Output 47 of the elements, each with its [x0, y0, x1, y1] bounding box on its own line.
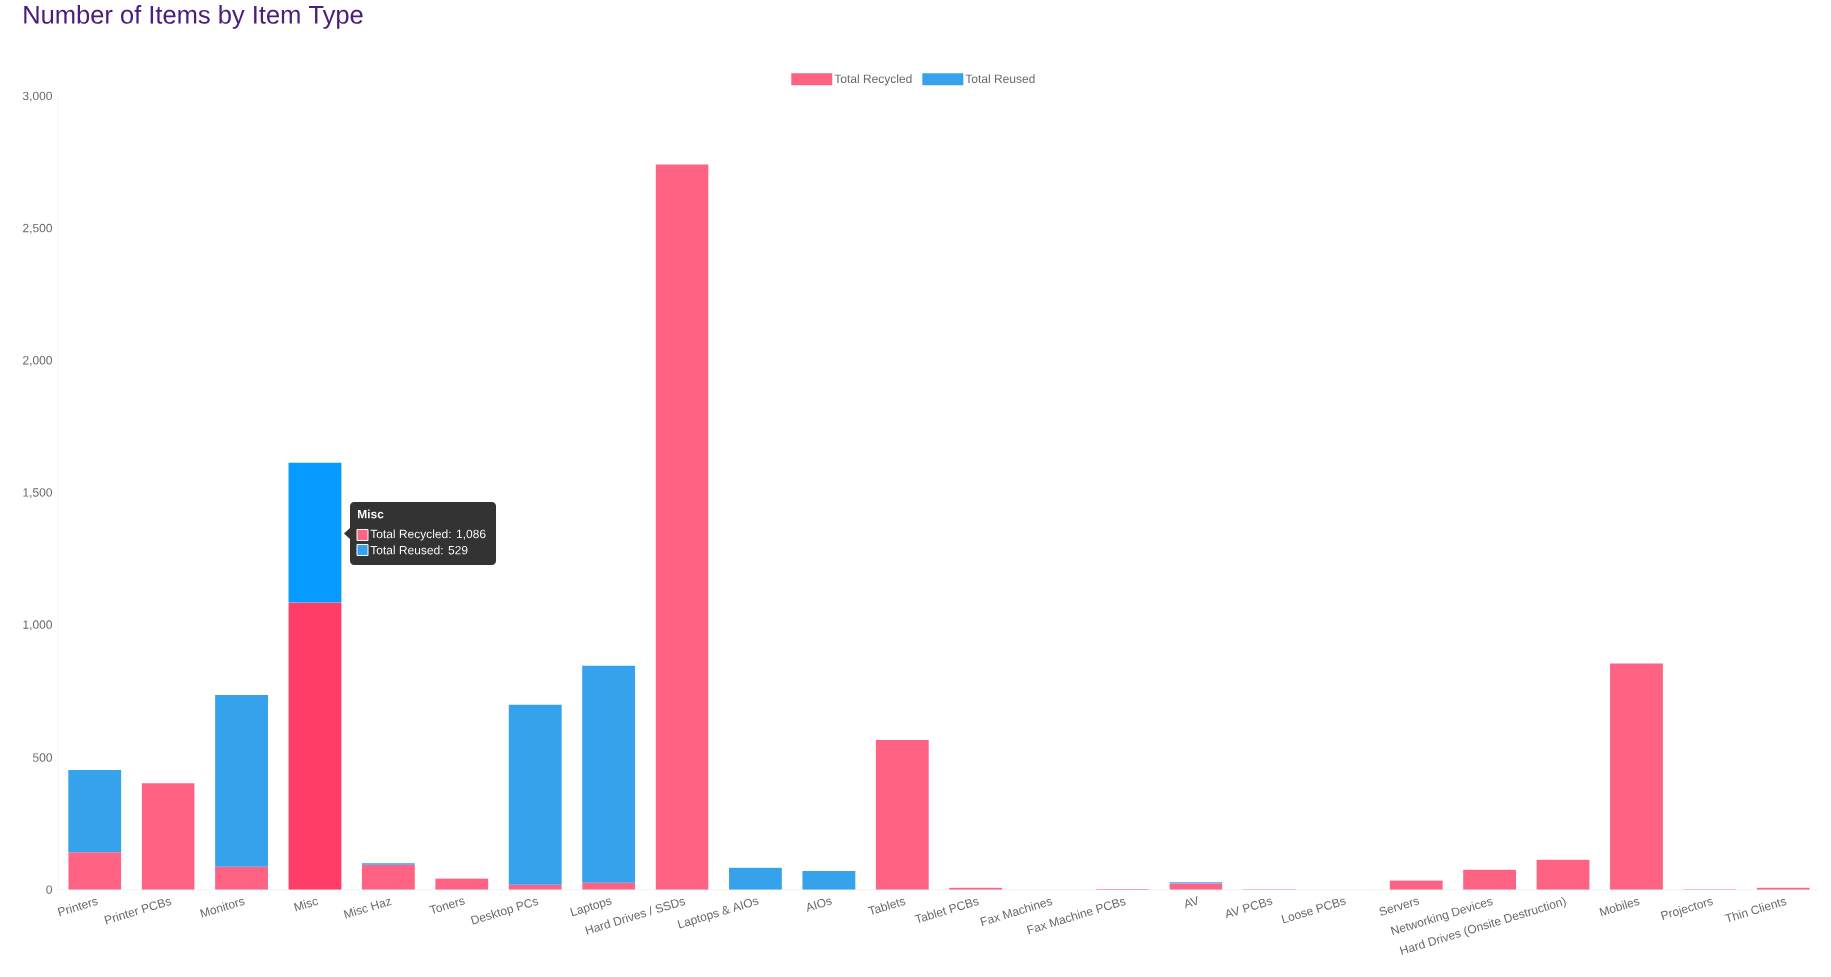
bar [875, 740, 929, 890]
bar [68, 769, 122, 853]
bar [1463, 869, 1517, 890]
x-tick-label: Mobiles [1599, 898, 1640, 917]
annotation: Total Recycled: 1,086 [370, 529, 486, 541]
bar [582, 665, 636, 883]
x-tick-label: Tablet PCBs [914, 898, 979, 923]
y-tick-label: 2,000 [23, 356, 53, 366]
x-tick-label: Misc [293, 898, 319, 912]
x-tick-label: AV [1185, 896, 1198, 909]
bar [68, 852, 122, 890]
annotation: Total Reused: 529 [370, 545, 468, 555]
bar [655, 164, 709, 890]
bar [802, 870, 856, 890]
bar [435, 878, 489, 890]
x-tick-label: Misc Haz [343, 898, 392, 919]
y-tick-label: 1,000 [23, 620, 53, 631]
y-tick-label: 3,000 [22, 91, 53, 102]
bar [1536, 859, 1590, 890]
bar [1610, 663, 1663, 890]
x-tick-label: Thin Clients [1724, 898, 1787, 923]
x-tick-label: Desktop PCs [470, 898, 539, 925]
x-tick-label: Loose PCBs [1281, 898, 1346, 924]
bar [288, 462, 342, 603]
x-tick-label: Printers [57, 898, 98, 917]
bar [141, 783, 195, 890]
x-tick-label: Monitors [200, 898, 245, 918]
y-tick-label: 500 [32, 753, 53, 762]
x-tick-label: AV PCBs [1226, 898, 1273, 919]
annotation: Misc [358, 509, 384, 519]
x-tick-label: Laptops [570, 898, 612, 917]
legend-label: Total Reused [965, 74, 1035, 83]
legend-label: Total Recycled [834, 74, 912, 86]
bar [361, 864, 415, 890]
x-tick-label: Tablets [867, 898, 906, 915]
y-tick-label: 0 [46, 885, 53, 894]
x-tick-label: Toners [429, 898, 465, 914]
x-tick-label: Printer PCBs [104, 898, 172, 925]
y-tick-label: 2,500 [23, 223, 53, 234]
bar [215, 866, 268, 890]
y-tick-label: 1,500 [23, 488, 53, 499]
bar [508, 704, 562, 885]
bar [215, 695, 268, 867]
bar [288, 602, 342, 890]
x-tick-label: AIOs [807, 898, 832, 912]
bar [729, 867, 782, 890]
chart-title: Number of Items by Item Type [24, 5, 363, 29]
